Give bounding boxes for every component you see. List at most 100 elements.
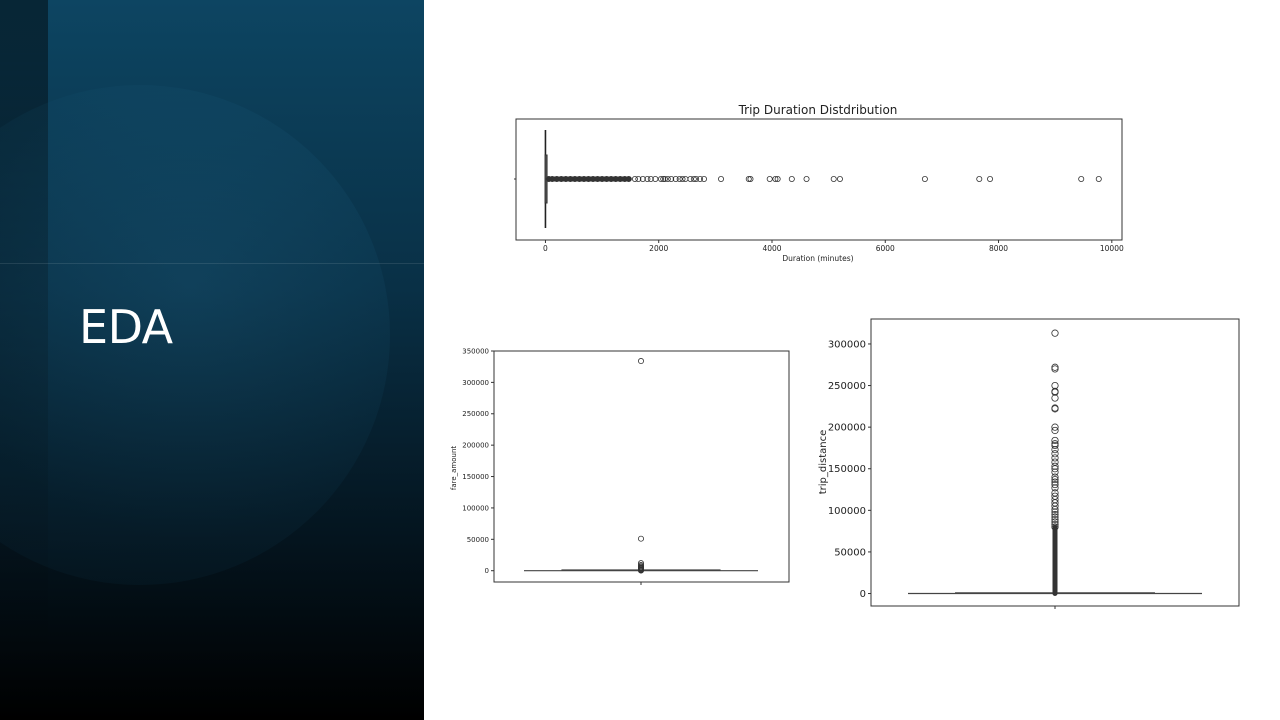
outlier-point [558, 176, 565, 183]
outlier-point [1051, 508, 1059, 516]
chart-title: Trip Duration Distdribution [738, 103, 898, 117]
outlier-point [701, 176, 708, 183]
outlier-point [617, 176, 624, 183]
y-tick-label: 50000 [467, 536, 489, 544]
plot-frame [493, 350, 790, 583]
outlier-point [668, 176, 675, 183]
outlier-point [1051, 465, 1059, 473]
y-axis-label: trip_distance [818, 430, 829, 495]
outlier-point [590, 176, 597, 183]
outlier-point [1051, 363, 1059, 371]
y-tick-label: 350000 [462, 347, 489, 355]
outlier-point [608, 176, 615, 183]
outlier-point [599, 176, 606, 183]
outlier-point [631, 176, 638, 183]
outlier-point [747, 176, 754, 183]
outlier-point [1051, 475, 1059, 484]
outlier-point [687, 176, 694, 183]
outlier-point [1051, 426, 1059, 435]
outlier-point [553, 176, 560, 183]
y-axis: 0 50000 100000 150000 200000 250000 300000 [828, 339, 1056, 609]
y-axis: 0 50000 100000 150000 200000 250000 300000 3500… [462, 347, 642, 585]
outlier-point [788, 176, 795, 183]
outlier-point [647, 176, 654, 183]
y-tick-label: 150000 [828, 464, 866, 475]
outlier-point [1051, 523, 1059, 531]
outlier-point [921, 176, 928, 183]
outlier-point [1051, 436, 1059, 445]
outlier-point [545, 176, 552, 183]
outlier-point [1051, 405, 1059, 413]
outlier-point [652, 176, 659, 183]
x-tick-label: 4000 [762, 244, 781, 253]
outlier-point [644, 176, 651, 183]
x-tick-label: 8000 [989, 244, 1008, 253]
outlier-point [836, 176, 843, 183]
outlier-point [976, 176, 983, 183]
outlier-point [1051, 441, 1059, 450]
fare-amount-chart: 0 50000 100000 150000 200000 250000 300000 3500… [450, 347, 790, 585]
outlier-point [639, 176, 646, 183]
y-tick-label: 100000 [828, 506, 866, 517]
outlier-point [625, 176, 632, 183]
outlier-point [571, 176, 578, 183]
outlier-point [693, 176, 700, 183]
outlier-point [672, 176, 679, 183]
outlier-point [549, 176, 556, 183]
y-tick-label: 0 [485, 567, 489, 575]
outlier-point [637, 567, 644, 574]
y-tick-label: 250000 [828, 381, 866, 392]
title-panel: EDA [0, 0, 424, 720]
outlier-point [1051, 388, 1059, 396]
outlier-point [679, 176, 686, 183]
outlier-point [1051, 515, 1059, 524]
outlier-point [612, 176, 619, 183]
outlier-point [1051, 423, 1059, 431]
outlier-point [745, 176, 752, 183]
outlier-point [661, 176, 668, 183]
y-tick-label: 100000 [462, 504, 489, 512]
trip-duration-chart: Trip Duration Distdribution 0 2000 4000 600… [514, 103, 1124, 263]
outlier-point [580, 176, 587, 183]
outlier-point [676, 176, 683, 183]
outlier-point [697, 176, 704, 183]
x-tick-label: 6000 [876, 244, 895, 253]
panel-accent-strip [0, 0, 48, 720]
outlier-point [664, 176, 671, 183]
outlier-point [585, 176, 592, 183]
outlier-point [803, 176, 810, 183]
outlier-point [594, 176, 601, 183]
outlier-point [1051, 468, 1059, 476]
outlier-point [1051, 454, 1059, 462]
outlier-point [1051, 462, 1059, 470]
y-tick-label: 300000 [828, 339, 866, 350]
plot-marks [544, 130, 1102, 228]
outlier-point [1051, 446, 1059, 454]
decorative-circle [0, 85, 390, 585]
outlier-point [1051, 440, 1059, 448]
outlier-point [1051, 505, 1059, 514]
outlier-point [774, 176, 781, 183]
outlier-point [1051, 484, 1059, 492]
y-tick-label: 250000 [462, 410, 489, 418]
y-tick-label: 200000 [462, 442, 489, 450]
outlier-point [766, 176, 773, 183]
outlier-point [660, 176, 667, 183]
trip-distance-chart: 0 50000 100000 150000 200000 250000 300000 tri… [818, 318, 1240, 609]
outlier-point [1051, 478, 1059, 486]
outlier-point [1051, 450, 1059, 458]
outlier-point [1095, 176, 1102, 183]
outlier-point [1051, 473, 1059, 481]
outlier-point [718, 176, 725, 183]
y-tick-label: 200000 [828, 423, 866, 434]
x-tick-label: 0 [543, 244, 548, 253]
outlier-point [1051, 329, 1059, 337]
y-tick-label: 50000 [834, 547, 866, 558]
slide-title: EDA [79, 300, 173, 354]
outlier-point [1078, 176, 1085, 183]
outlier-point [987, 176, 994, 183]
outlier-point [567, 176, 574, 183]
outlier-point [1051, 518, 1059, 526]
outlier-point [830, 176, 837, 183]
plot-marks [908, 329, 1202, 597]
